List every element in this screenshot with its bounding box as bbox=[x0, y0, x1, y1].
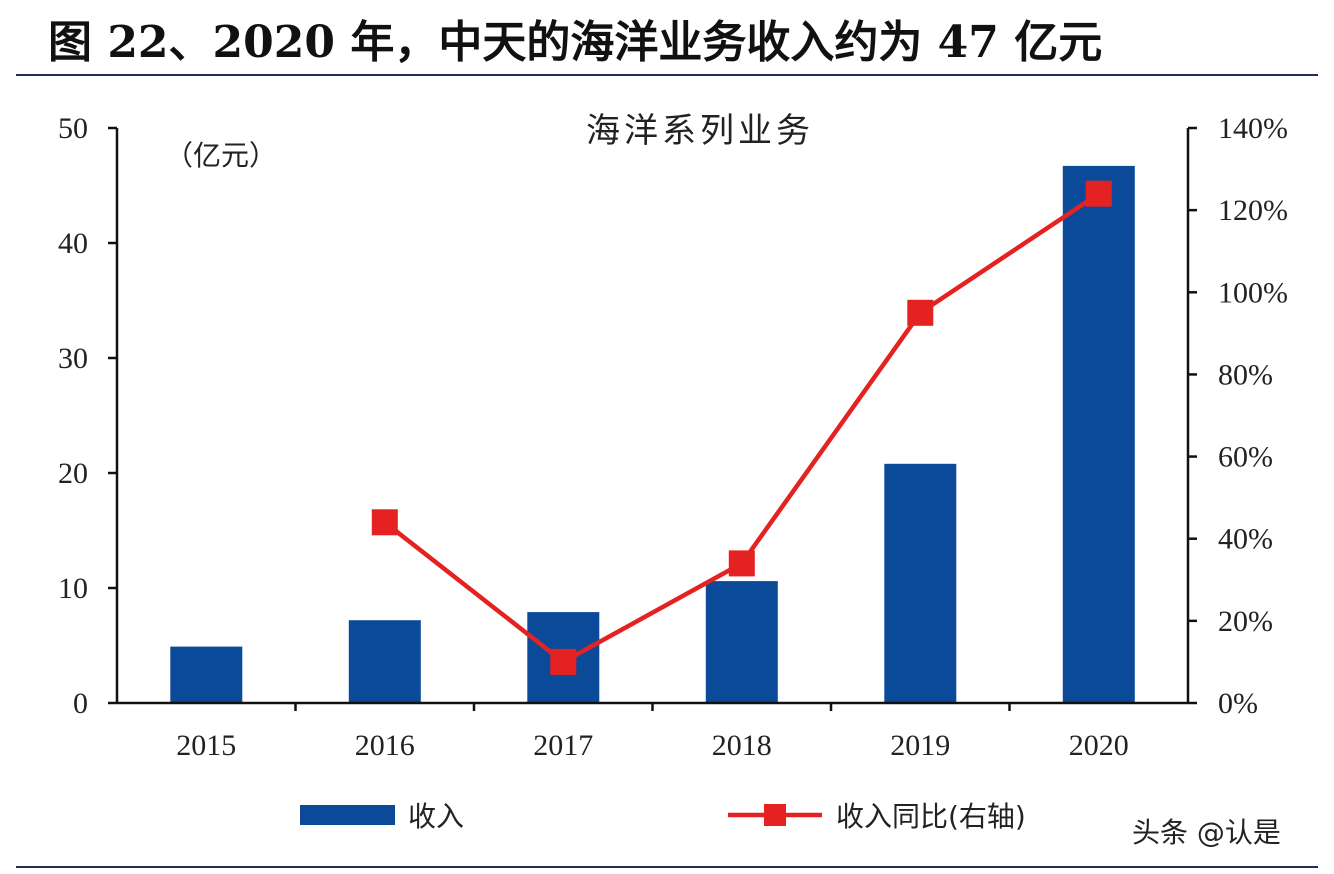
title-divider bbox=[16, 74, 1318, 76]
left-axis-ticks: 0 10 20 30 40 50 bbox=[58, 112, 117, 720]
right-tick-label: 140% bbox=[1218, 112, 1288, 145]
left-tick-label: 30 bbox=[58, 342, 88, 375]
left-tick-label: 50 bbox=[58, 112, 88, 145]
right-axis-ticks: 0% 20% 40% 60% 80% 100% 120% 140% bbox=[1188, 112, 1288, 720]
right-tick-label: 80% bbox=[1218, 358, 1273, 391]
legend-label-bar: 收入 bbox=[408, 800, 464, 833]
x-tick-label: 2019 bbox=[890, 729, 950, 762]
right-tick-label: 40% bbox=[1218, 523, 1273, 556]
left-tick-label: 10 bbox=[58, 572, 88, 605]
x-axis-ticks: 2015 2016 2017 2018 2019 2020 bbox=[176, 703, 1129, 762]
bar-2016 bbox=[348, 620, 421, 703]
legend-swatch-bar bbox=[300, 805, 395, 825]
right-tick-label: 0% bbox=[1218, 687, 1258, 720]
bar-2018 bbox=[705, 581, 778, 703]
legend: 收入 收入同比(右轴) bbox=[300, 800, 1026, 833]
x-tick-label: 2016 bbox=[355, 729, 415, 762]
x-tick-label: 2017 bbox=[533, 729, 593, 762]
bar-2019 bbox=[884, 463, 957, 703]
x-tick-label: 2020 bbox=[1069, 729, 1129, 762]
marker-2016 bbox=[371, 509, 398, 536]
left-tick-label: 0 bbox=[73, 687, 88, 720]
left-tick-label: 20 bbox=[58, 457, 88, 490]
legend-label-line: 收入同比(右轴) bbox=[836, 800, 1026, 833]
chart-title: 海洋系列业务 bbox=[586, 111, 814, 151]
right-tick-label: 60% bbox=[1218, 441, 1273, 474]
bar-series bbox=[170, 165, 1135, 703]
page-title: 图 22、2020 年，中天的海洋业务收入约为 47 亿元 bbox=[48, 17, 1103, 68]
bar-2020 bbox=[1062, 165, 1135, 703]
marker-2018 bbox=[728, 550, 755, 577]
bar-2015 bbox=[170, 646, 243, 703]
right-tick-label: 100% bbox=[1218, 276, 1288, 309]
x-tick-label: 2015 bbox=[176, 729, 236, 762]
yoy-growth-markers bbox=[371, 180, 1112, 675]
legend-swatch-marker bbox=[764, 804, 786, 826]
watermark: 头条 @认是 bbox=[1132, 816, 1281, 849]
marker-2019 bbox=[907, 299, 934, 326]
left-tick-label: 40 bbox=[58, 227, 88, 260]
x-tick-label: 2018 bbox=[712, 729, 772, 762]
right-tick-label: 20% bbox=[1218, 605, 1273, 638]
left-axis-unit-label: （亿元） bbox=[165, 139, 277, 172]
marker-2020 bbox=[1085, 180, 1112, 207]
right-tick-label: 120% bbox=[1218, 194, 1288, 227]
marker-2017 bbox=[550, 648, 577, 675]
bottom-divider bbox=[16, 866, 1318, 868]
